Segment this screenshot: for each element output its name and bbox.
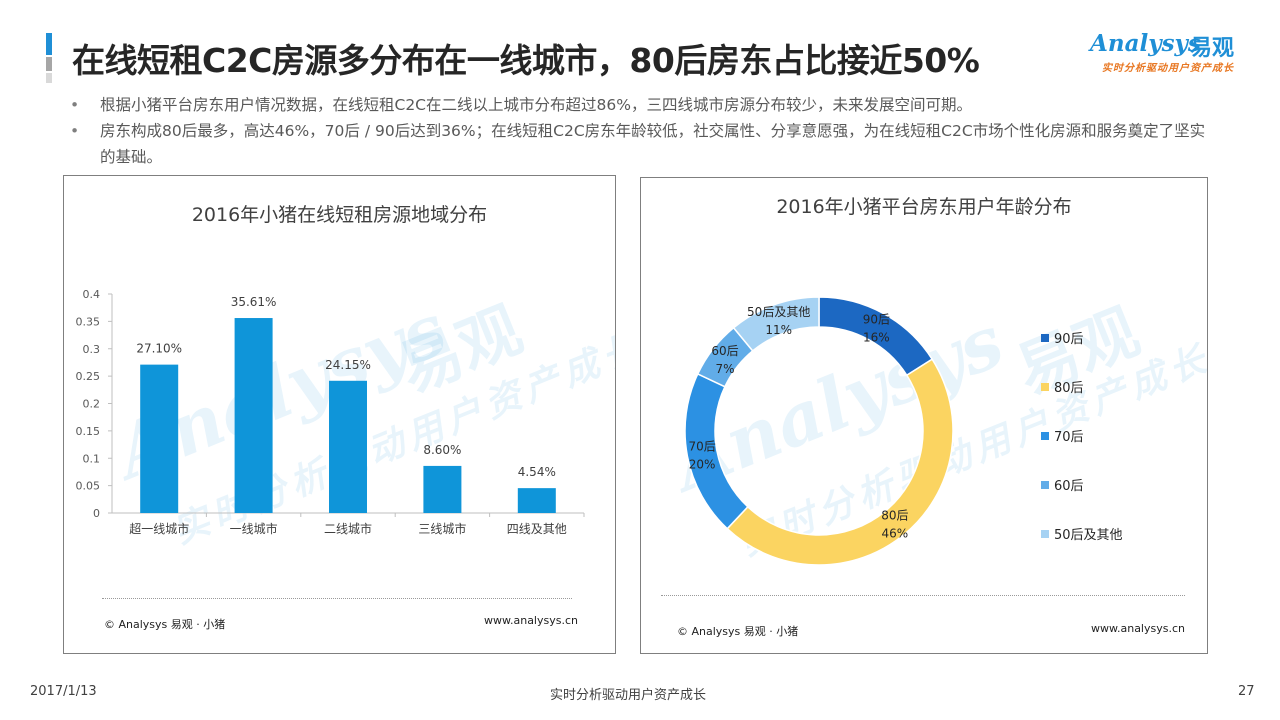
donut-chart-title: 2016年小猪平台房东用户年龄分布 bbox=[776, 196, 1072, 218]
legend-swatch bbox=[1041, 529, 1049, 538]
slice-label: 80后 bbox=[881, 509, 908, 523]
y-tick-label: 0.35 bbox=[76, 315, 101, 328]
legend-item: 50后及其他 bbox=[1041, 524, 1123, 543]
legend-item: 60后 bbox=[1041, 475, 1084, 494]
y-tick-label: 0.05 bbox=[76, 480, 101, 493]
x-tick-label: 四线及其他 bbox=[507, 522, 567, 536]
legend-swatch bbox=[1041, 333, 1049, 342]
slice-label: 60后 bbox=[711, 344, 738, 358]
logo-brand: Analysys bbox=[1090, 30, 1201, 57]
bar-chart: 0 0.05 0.1 0.15 0.2 0.25 0.3 0.35 0.4 27.10% 超一线城市… bbox=[76, 288, 585, 536]
footer-page-number: 27 bbox=[1238, 684, 1255, 699]
bar bbox=[234, 318, 273, 513]
legend-label: 70后 bbox=[1054, 430, 1084, 445]
slice-percent-label: 20% bbox=[689, 457, 716, 471]
bullet-item: 根据小猪平台房东用户情况数据，在线短租C2C在二线以上城市分布超过86%，三四线… bbox=[66, 92, 1216, 118]
y-tick-label: 0.2 bbox=[83, 398, 101, 411]
slice-label: 90后 bbox=[863, 313, 890, 327]
bar bbox=[517, 488, 556, 513]
x-tick-label: 三线城市 bbox=[418, 521, 466, 536]
legend-label: 60后 bbox=[1054, 479, 1084, 494]
y-tick-label: 0.4 bbox=[83, 288, 101, 301]
summary-bullets: 根据小猪平台房东用户情况数据，在线短租C2C在二线以上城市分布超过86%，三四线… bbox=[66, 92, 1216, 170]
footer-date: 2017/1/13 bbox=[30, 684, 97, 699]
bar-chart-title: 2016年小猪在线短租房源地域分布 bbox=[191, 204, 488, 226]
slice-percent-label: 46% bbox=[882, 527, 909, 541]
legend-swatch bbox=[1041, 480, 1049, 489]
bullet-item: 房东构成80后最多，高达46%，70后 / 90后达到36%；在线短租C2C房东… bbox=[66, 118, 1216, 170]
donut-chart-panel: Analysys 易观 实时分析驱动用户资产成长 2016年小猪平台房东用户年龄… bbox=[640, 177, 1208, 654]
donut-slice bbox=[726, 358, 954, 566]
bar-data-label: 4.54% bbox=[518, 465, 556, 479]
bar-data-label: 8.60% bbox=[423, 443, 461, 457]
legend-label: 50后及其他 bbox=[1054, 528, 1123, 543]
analysys-logo: Analysys 易观 实时分析驱动用户资产成长 bbox=[1086, 30, 1256, 76]
y-tick-label: 0 bbox=[93, 507, 100, 520]
logo-cn: 易观 bbox=[1190, 36, 1235, 61]
legend-label: 90后 bbox=[1054, 332, 1084, 347]
y-tick-label: 0.15 bbox=[76, 425, 101, 438]
bar bbox=[329, 380, 367, 513]
slice-percent-label: 7% bbox=[715, 362, 734, 376]
y-tick-label: 0.25 bbox=[76, 370, 101, 383]
bar-data-label: 24.15% bbox=[325, 358, 371, 372]
legend-swatch bbox=[1041, 382, 1049, 391]
x-tick-label: 二线城市 bbox=[324, 521, 372, 536]
x-tick-label: 超一线城市 bbox=[129, 521, 189, 536]
footer-slogan: 实时分析驱动用户资产成长 bbox=[550, 688, 707, 703]
bar bbox=[140, 364, 179, 513]
legend-item: 90后 bbox=[1041, 328, 1084, 347]
legend-label: 80后 bbox=[1054, 381, 1084, 396]
source-url: www.analysys.cn bbox=[1091, 622, 1185, 635]
bar bbox=[423, 465, 462, 513]
page-title: 在线短租C2C房源多分布在一线城市，80后房东占比接近50% bbox=[72, 41, 980, 80]
source-credit: © Analysys 易观 · 小猪 bbox=[677, 625, 799, 638]
bar-chart-panel: Analysys 易观 实时分析驱动用户资产成长 2016年小猪在线短租房源地域… bbox=[63, 175, 616, 654]
legend-swatch bbox=[1041, 431, 1049, 440]
logo-slogan: 实时分析驱动用户资产成长 bbox=[1102, 63, 1234, 74]
bar-data-label: 27.10% bbox=[136, 342, 182, 356]
slice-label: 70后 bbox=[688, 439, 715, 453]
source-divider bbox=[661, 595, 1185, 596]
source-url: www.analysys.cn bbox=[484, 614, 578, 627]
slice-percent-label: 11% bbox=[765, 323, 792, 337]
slice-label: 50后及其他 bbox=[747, 305, 810, 319]
source-divider bbox=[102, 598, 572, 599]
legend-item: 80后 bbox=[1041, 377, 1084, 396]
y-tick-label: 0.3 bbox=[83, 343, 101, 356]
bar-data-label: 35.61% bbox=[231, 295, 277, 309]
donut-slice bbox=[732, 296, 820, 352]
slice-percent-label: 16% bbox=[863, 331, 890, 345]
legend-item: 70后 bbox=[1041, 426, 1084, 445]
source-credit: © Analysys 易观 · 小猪 bbox=[104, 618, 226, 631]
donut-chart: 90后 16% 80后 46% 70后 20% 60后 7% 50后及其他 11% bbox=[684, 296, 954, 566]
x-tick-label: 一线城市 bbox=[230, 521, 278, 536]
title-accent-bar bbox=[46, 33, 52, 83]
y-tick-label: 0.1 bbox=[83, 452, 101, 465]
